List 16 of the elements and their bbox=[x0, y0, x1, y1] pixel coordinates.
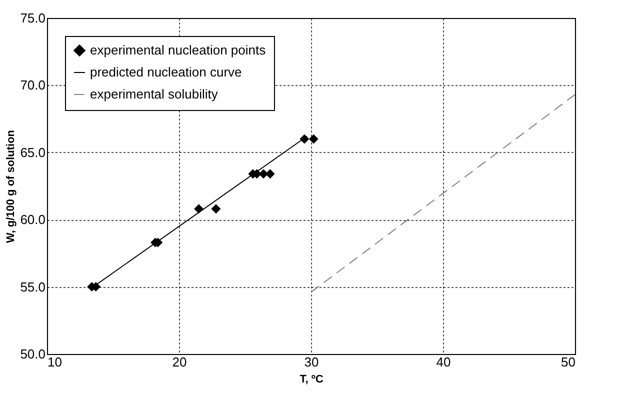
legend-label: experimental solubility bbox=[90, 86, 218, 102]
y-axis-title: W, g/100 g of solution bbox=[5, 130, 18, 244]
legend-label: experimental nucleation points bbox=[90, 42, 266, 58]
y-tick-label: 55.0 bbox=[20, 279, 46, 294]
x-tick-label: 40 bbox=[436, 354, 451, 370]
y-tick-label: 60.0 bbox=[20, 212, 46, 228]
x-tick-label: 20 bbox=[172, 354, 187, 370]
x-tick-label: 10 bbox=[48, 354, 62, 370]
x-axis-title: T, ºC bbox=[300, 374, 324, 386]
legend-label: predicted nucleation curve bbox=[90, 64, 242, 80]
y-tick-label: 70.0 bbox=[20, 78, 46, 93]
y-tick-label: 75.0 bbox=[20, 10, 46, 26]
y-tick-label: 50.0 bbox=[20, 346, 46, 362]
x-tick-label: 30 bbox=[304, 354, 319, 370]
y-tick-label: 65.0 bbox=[20, 144, 46, 160]
x-tick-label: 50 bbox=[561, 354, 576, 370]
